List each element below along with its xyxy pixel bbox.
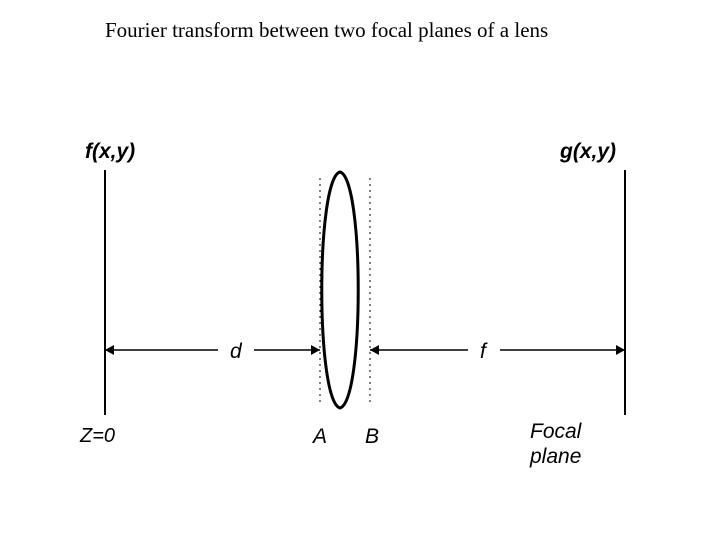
input-function-label: f(x,y) (85, 140, 135, 164)
output-function-label: g(x,y) (560, 140, 616, 164)
dimension-f (370, 345, 625, 355)
z-origin-label: Z=0 (80, 425, 115, 448)
focal-plane-label-2: plane (530, 445, 581, 469)
plane-b-label: B (365, 425, 379, 449)
focal-plane-label-1: Focal (530, 420, 581, 444)
focal-length-label: f (480, 340, 486, 364)
optics-diagram (0, 0, 720, 540)
distance-d-label: d (230, 340, 242, 364)
diagram-stage: Fourier transform between two focal plan… (0, 0, 720, 540)
lens-icon (322, 172, 358, 408)
dimension-d (105, 345, 320, 355)
plane-a-label: A (313, 425, 327, 449)
